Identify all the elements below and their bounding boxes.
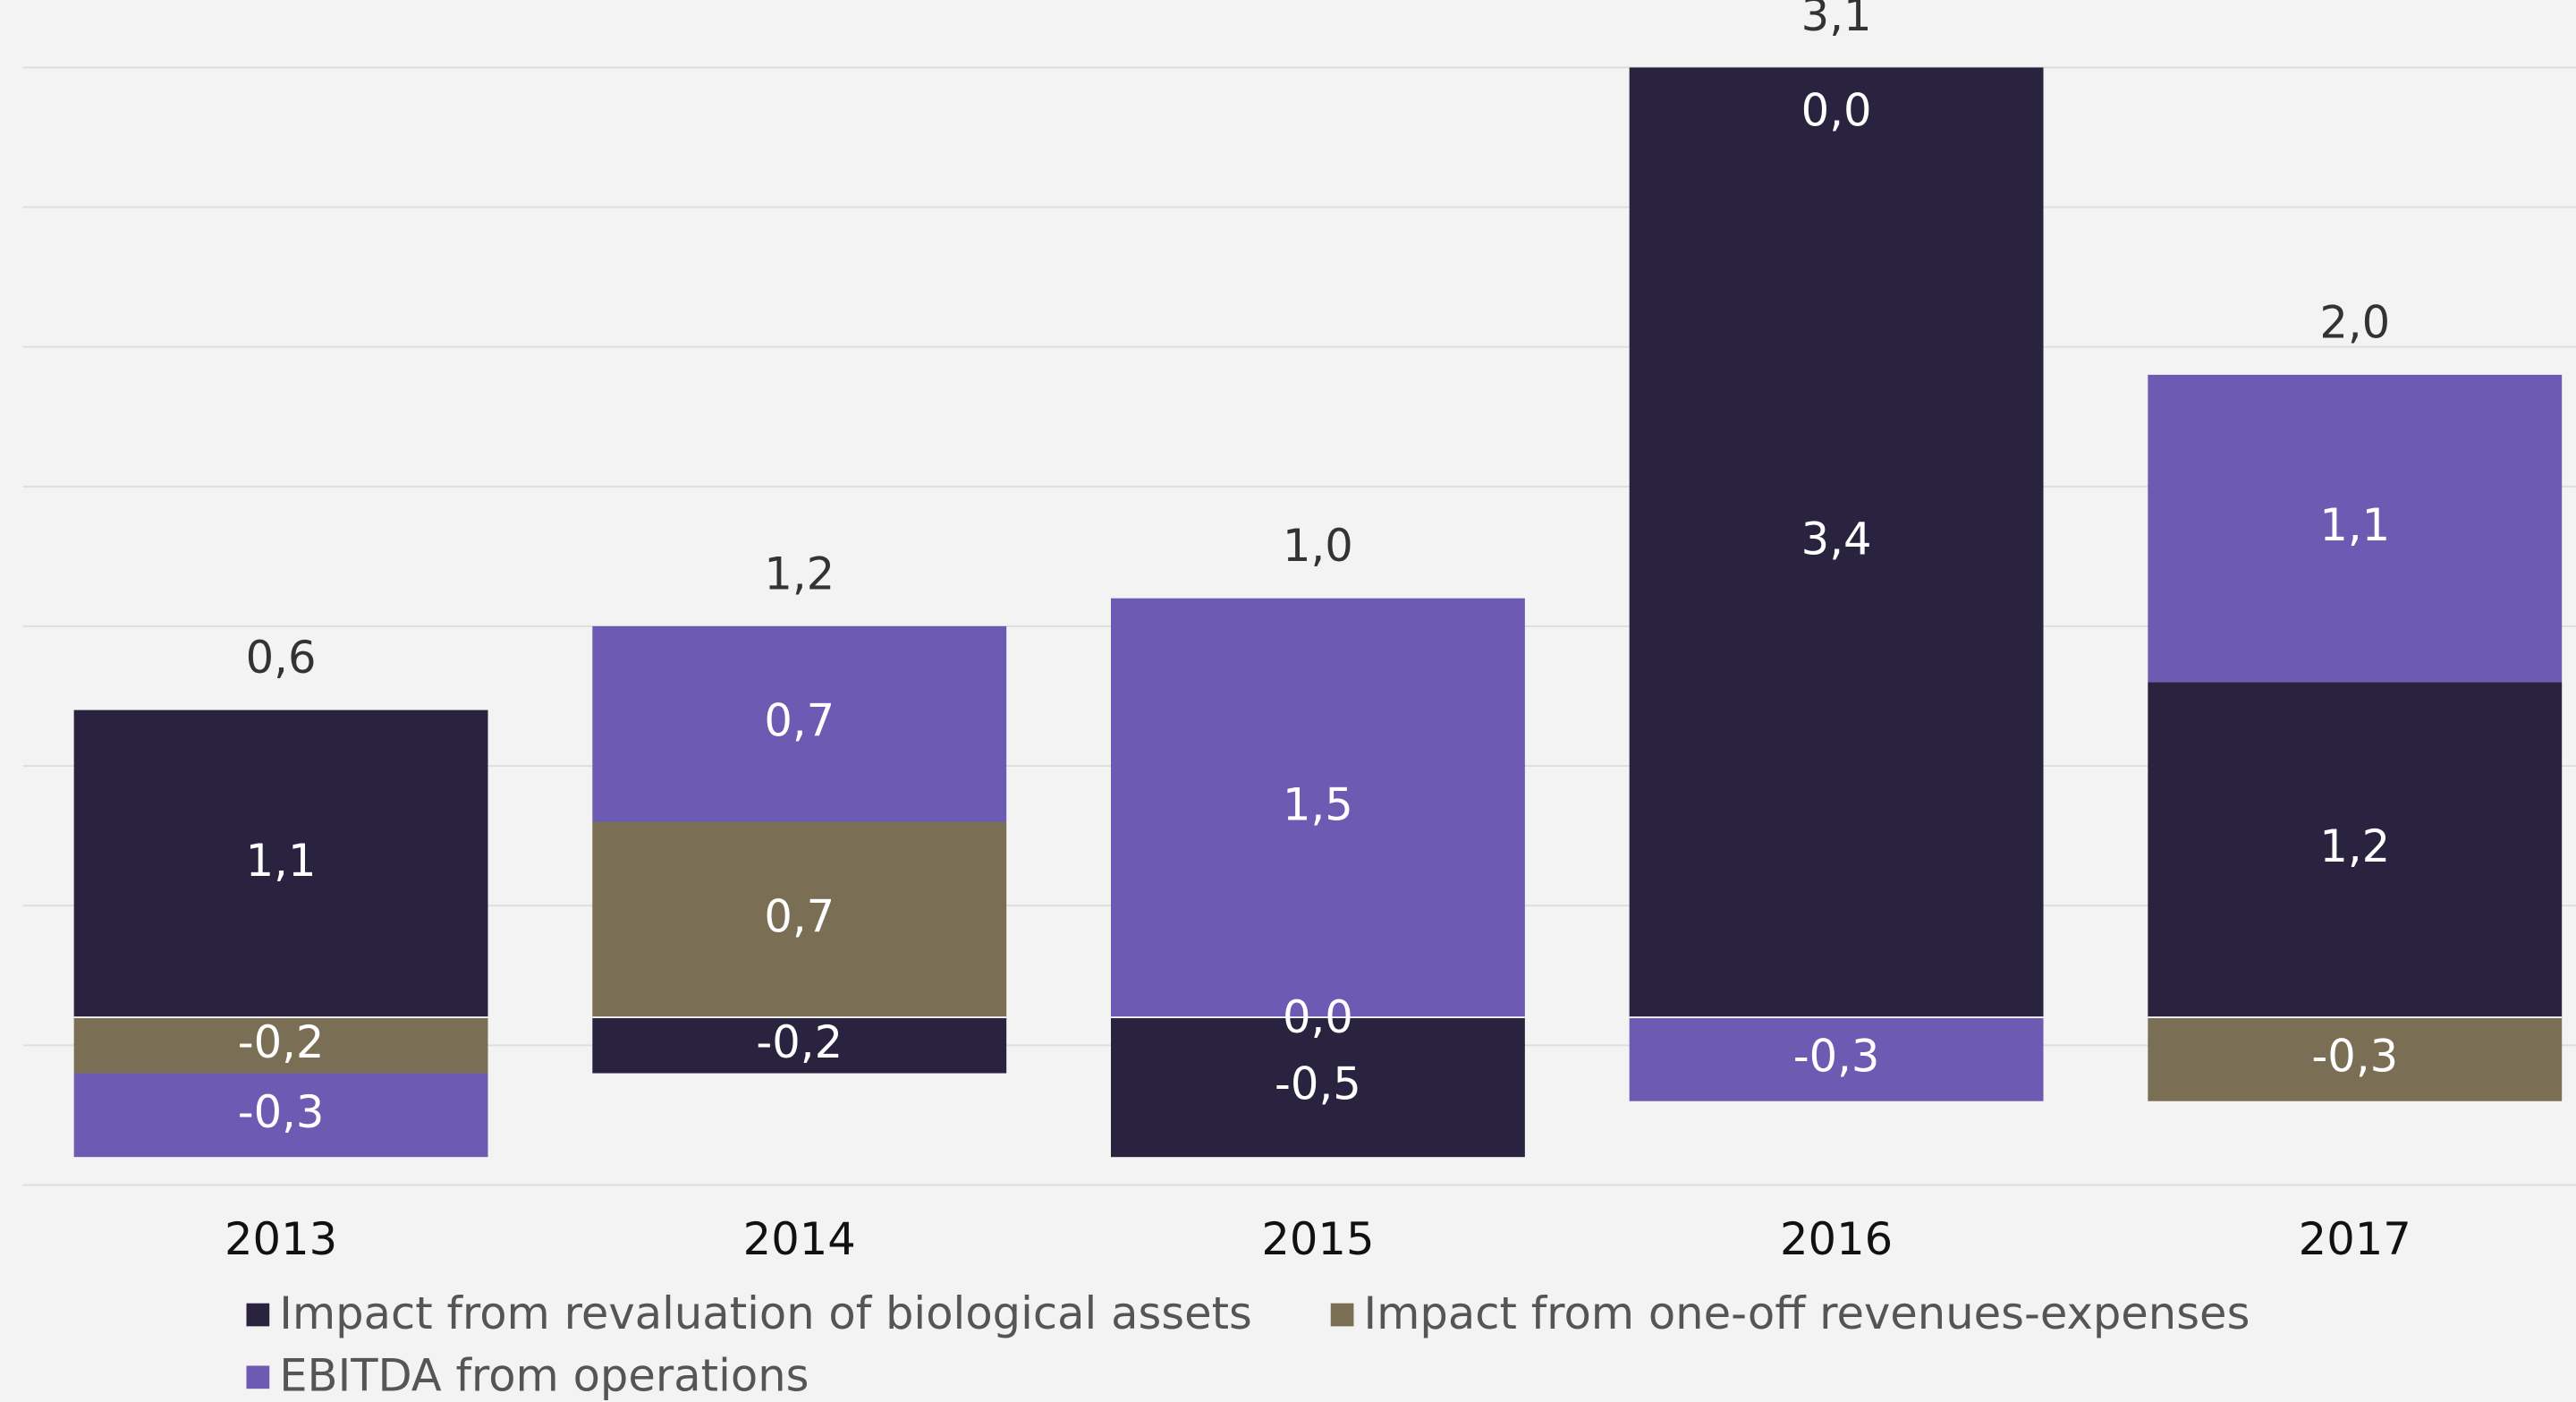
bar-segment bbox=[592, 1017, 1007, 1074]
bar-segment bbox=[2148, 1017, 2563, 1101]
value-label: 0,0 bbox=[1283, 991, 1353, 1043]
bar-segment bbox=[1111, 1017, 1525, 1158]
x-tick-label: 2017 bbox=[2299, 1213, 2411, 1265]
x-tick-label: 2016 bbox=[1780, 1213, 1893, 1265]
bar-segment bbox=[73, 1017, 488, 1074]
x-tick-label: 2013 bbox=[225, 1213, 337, 1265]
value-label: 0,7 bbox=[764, 890, 835, 942]
legend-swatch bbox=[246, 1303, 270, 1327]
x-tick-label: 2015 bbox=[1261, 1213, 1374, 1265]
value-label: -0,2 bbox=[238, 1016, 325, 1068]
value-label: 1,1 bbox=[2319, 499, 2390, 551]
bar-segment bbox=[592, 625, 1007, 822]
value-label: -0,3 bbox=[2311, 1030, 2398, 1082]
total-label: 3,1 bbox=[1801, 0, 1872, 41]
total-label: 0,6 bbox=[246, 632, 317, 684]
value-label: 0,0 bbox=[1801, 84, 1872, 136]
value-label: -0,2 bbox=[756, 1016, 843, 1068]
total-label: 2,0 bbox=[2319, 296, 2390, 348]
value-label: 1,1 bbox=[246, 835, 317, 887]
legend-swatch bbox=[246, 1365, 270, 1389]
value-label: 1,5 bbox=[1283, 778, 1353, 830]
value-label: -0,3 bbox=[1793, 1030, 1880, 1082]
bar-segment bbox=[592, 821, 1007, 1018]
legend-label: Impact from one-off revenues-expenses bbox=[1363, 1287, 2250, 1339]
bar-segment bbox=[1629, 1017, 2044, 1101]
bar-segment bbox=[1629, 67, 2044, 1018]
bar-segment bbox=[73, 1073, 488, 1158]
legend-label: Impact from revaluation of biological as… bbox=[279, 1287, 1252, 1339]
total-label: 1,2 bbox=[764, 548, 835, 599]
legend-swatch bbox=[1330, 1303, 1354, 1327]
bar-segment bbox=[2148, 374, 2563, 683]
bar-segment bbox=[73, 709, 488, 1018]
total-label: 1,0 bbox=[1283, 520, 1353, 572]
value-label: 3,4 bbox=[1801, 514, 1872, 565]
bar-segment bbox=[1111, 598, 1525, 1018]
bar-segment bbox=[2148, 682, 2563, 1018]
value-label: -0,3 bbox=[238, 1086, 325, 1138]
value-label: 0,7 bbox=[764, 695, 835, 747]
value-label: -0,5 bbox=[1275, 1058, 1361, 1110]
value-label: 1,2 bbox=[2319, 820, 2390, 872]
x-tick-label: 2014 bbox=[743, 1213, 856, 1265]
legend-label: EBITDA from operations bbox=[279, 1350, 809, 1402]
